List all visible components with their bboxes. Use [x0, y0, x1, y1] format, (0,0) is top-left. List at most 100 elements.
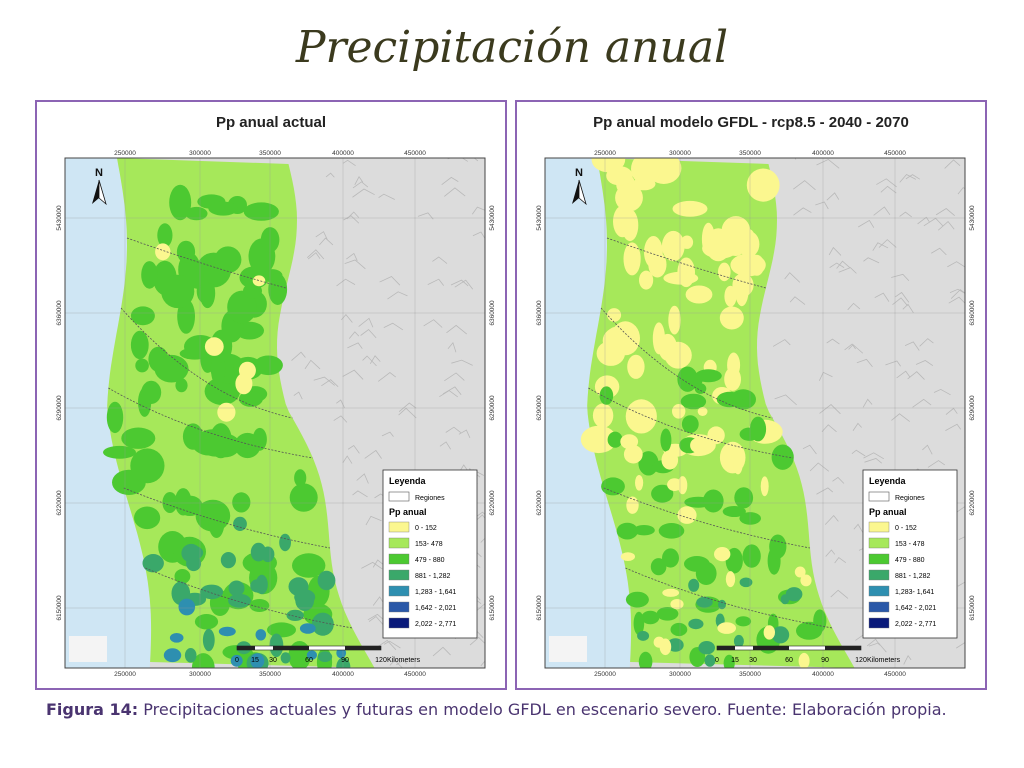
- ridge-shade: [818, 371, 833, 381]
- precip-zone-881-1282: [696, 596, 713, 608]
- ridge-shade: [957, 581, 965, 587]
- ridge-shade: [885, 360, 901, 367]
- precip-zone-479-880: [141, 261, 158, 289]
- precip-zone-881-1282: [233, 516, 247, 531]
- scale-bar: 0 15 30 60 90 120 Kilometers: [715, 645, 901, 664]
- slide-title: Precipitación anual: [295, 22, 729, 73]
- legend-section: Pp anual: [869, 507, 907, 517]
- ridge-shade: [876, 178, 897, 188]
- ridge-shade: [945, 423, 962, 431]
- precip-zone-479-880: [694, 383, 707, 394]
- precip-zone-0-152: [760, 476, 769, 497]
- ridge-shade: [834, 557, 847, 564]
- ridge-shade: [439, 441, 452, 450]
- precip-zone-479-880: [267, 622, 296, 638]
- ridge-shade: [948, 296, 965, 304]
- legend-swatch: [388, 553, 410, 565]
- scale-bar-segment: [273, 646, 309, 650]
- precip-zone-479-880: [294, 469, 307, 487]
- legend-swatch: [388, 521, 410, 533]
- precip-zone-479-880: [735, 616, 752, 627]
- ridge-shade: [905, 174, 921, 180]
- precip-zone-1283-1641: [250, 653, 265, 668]
- precip-zone-881-1282: [718, 599, 726, 610]
- precip-zone-881-1282: [250, 542, 267, 562]
- precip-zone-0-152: [635, 475, 644, 491]
- precip-zone-479-880: [169, 184, 192, 221]
- ridge-shade: [447, 158, 468, 162]
- precip-zone-479-880: [599, 386, 614, 405]
- y-tick-right: 6150000: [969, 595, 976, 621]
- ridge-shade: [964, 446, 965, 449]
- ridge-shade: [445, 426, 462, 433]
- precip-zone-881-1282: [228, 580, 245, 597]
- scale-unit-label: Kilometers: [387, 657, 421, 664]
- region-boundary: [108, 387, 313, 459]
- precip-zone-479-880: [716, 391, 743, 408]
- precip-zone-479-880: [208, 201, 238, 216]
- ridge-shade: [352, 490, 368, 498]
- precip-zone-479-880: [175, 378, 188, 393]
- precip-zone-479-880: [739, 512, 761, 525]
- map-panel-actual: 250000 250000 300000 300000 350000 350000 4000…: [35, 100, 507, 690]
- ridge-shade: [977, 598, 985, 604]
- x-tick-top: 300000: [189, 150, 211, 157]
- ridge-shade: [480, 660, 485, 667]
- precip-zone-0-152: [672, 200, 708, 217]
- precip-zone-881-1282: [184, 648, 197, 663]
- ridge-shade: [878, 239, 897, 248]
- legend-swatch: [388, 569, 410, 581]
- precip-zone-881-1282: [279, 533, 291, 552]
- region-boundary: [603, 487, 811, 549]
- x-tick-bottom: 350000: [259, 671, 281, 678]
- ridge-shade: [451, 359, 473, 366]
- x-tick-bottom: 300000: [669, 671, 691, 678]
- precip-zone-0-152: [719, 306, 744, 330]
- ridge-shade: [904, 341, 920, 351]
- precip-zone-479-880: [185, 206, 208, 221]
- precip-zone-0-152: [724, 285, 737, 307]
- precip-zone-881-1282: [250, 579, 265, 593]
- precip-zone-0-152: [632, 177, 656, 191]
- ridge-shade: [379, 276, 401, 286]
- north-arrow-left: [92, 180, 99, 204]
- ridge-shade: [432, 256, 448, 264]
- precip-zone-479-880: [681, 415, 699, 433]
- scale-bar-segment: [825, 646, 861, 650]
- precip-zone-0-152: [798, 652, 810, 668]
- ridge-shade: [947, 261, 965, 268]
- ridge-shade: [824, 515, 839, 525]
- ocean: [65, 158, 152, 668]
- ridge-shade: [944, 159, 961, 169]
- scale-bar-segment: [345, 646, 381, 650]
- scale-tick-label: 90: [821, 657, 829, 664]
- ridge-shade: [291, 351, 306, 361]
- ridge-shade: [342, 455, 353, 464]
- x-tick-top: 250000: [114, 150, 136, 157]
- ridge-shade: [497, 474, 505, 484]
- precip-zone-479-880: [214, 246, 242, 273]
- precip-zone-479-880: [601, 477, 625, 496]
- precip-zone-0-152: [621, 209, 639, 242]
- x-tick-bottom: 300000: [189, 671, 211, 678]
- ridge-shade: [356, 473, 369, 484]
- scale-unit-label: Kilometers: [867, 657, 901, 664]
- y-tick-right: 6150000: [489, 595, 496, 621]
- north-arrow-icon: N: [92, 167, 107, 206]
- precip-zone-0-152: [661, 230, 685, 262]
- ridge-shade: [902, 303, 914, 314]
- ridge-shade: [325, 172, 335, 178]
- ocean: [545, 158, 632, 668]
- precip-zone-0-152: [653, 636, 665, 648]
- ridge-shade: [369, 355, 381, 365]
- ridge-shade: [958, 536, 965, 541]
- ridge-shade: [368, 615, 385, 627]
- precip-zone-881-1282: [667, 638, 684, 652]
- ridge-shade: [919, 338, 934, 347]
- precip-zone-479-880: [662, 548, 679, 568]
- precip-zone-479-880: [174, 569, 191, 584]
- y-tick-left: 6220000: [536, 490, 543, 516]
- precip-zone-479-880: [243, 283, 262, 299]
- precip-zone-881-1282: [637, 630, 650, 641]
- ridge-shade: [945, 407, 958, 415]
